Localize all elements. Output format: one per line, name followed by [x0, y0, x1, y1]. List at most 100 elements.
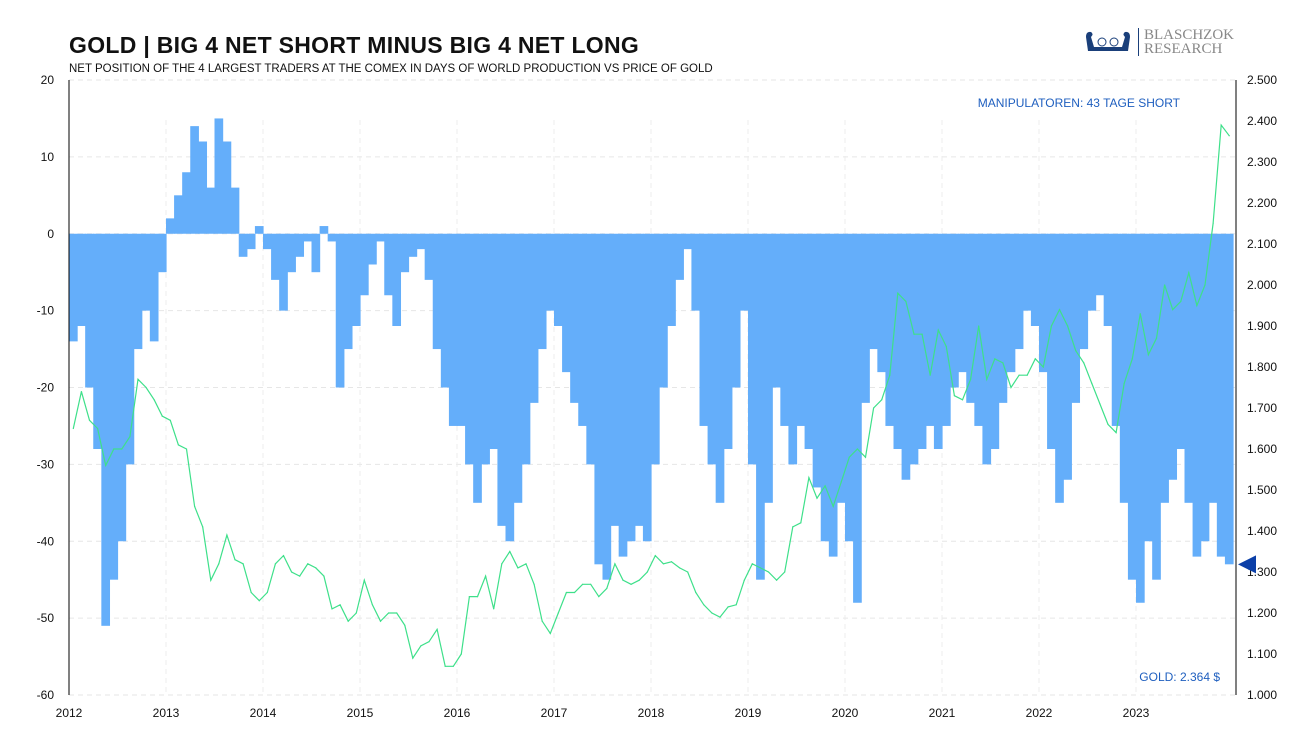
- net-position-bar: [836, 233, 846, 503]
- gold-price-point: [711, 612, 713, 614]
- gold-price-point: [598, 596, 600, 598]
- net-position-bar: [950, 233, 959, 388]
- gold-price-point: [1172, 309, 1174, 311]
- gold-price-point: [961, 399, 964, 401]
- gold-price-point: [1002, 362, 1004, 364]
- net-position-bar: [1168, 233, 1178, 480]
- net-position-bar: [1039, 233, 1048, 373]
- net-position-bar: [1103, 233, 1113, 326]
- left-tick-label: -40: [37, 534, 55, 548]
- gold-price-point: [509, 550, 511, 553]
- net-position-bar: [1063, 233, 1072, 480]
- net-position-bar: [772, 233, 781, 388]
- gold-price-point: [735, 604, 737, 606]
- manipulators-annotation: MANIPULATOREN: 43 TAGE SHORT: [978, 96, 1181, 110]
- x-tick-label: 2014: [250, 706, 277, 720]
- x-tick-label: 2020: [832, 706, 859, 720]
- gold-price-point: [1180, 300, 1182, 302]
- gold-price-point: [953, 395, 956, 397]
- net-position-bar: [141, 233, 151, 311]
- net-position-bar: [400, 233, 410, 273]
- gold-price-point: [1034, 358, 1036, 360]
- left-tick-label: -60: [37, 688, 55, 702]
- gold-price-point: [581, 583, 584, 585]
- right-tick-label: 2.400: [1247, 114, 1277, 128]
- gold-price-point: [1026, 374, 1028, 376]
- right-tick-label: 1.700: [1247, 401, 1277, 415]
- gold-price-point: [72, 427, 74, 430]
- net-position-bar: [756, 233, 765, 580]
- gold-price-point: [1066, 325, 1069, 327]
- net-position-bar: [877, 233, 887, 373]
- net-position-bar: [473, 233, 482, 503]
- net-position-bar: [764, 233, 773, 503]
- net-position-bar: [602, 233, 612, 580]
- gold-price-point: [986, 378, 988, 380]
- net-position-bar: [861, 233, 870, 403]
- gold-price-point: [193, 505, 196, 507]
- gold-price-point: [137, 378, 139, 380]
- gold-price-point: [517, 567, 519, 569]
- gold-price-point: [646, 571, 648, 573]
- net-position-bar: [408, 233, 418, 257]
- gold-price-point: [161, 415, 163, 417]
- gold-price-point: [476, 596, 479, 598]
- gold-price-point: [404, 624, 406, 626]
- gold-price-point: [1123, 382, 1125, 384]
- gold-price-annotation: GOLD: 2.364 $: [1139, 670, 1220, 684]
- net-position-bar: [715, 233, 725, 503]
- gold-price-point: [1115, 432, 1117, 434]
- net-position-bar: [901, 233, 911, 480]
- net-position-bar: [1071, 233, 1081, 403]
- net-position-bar: [368, 233, 377, 265]
- net-position-bar: [812, 233, 822, 488]
- net-position-bar: [675, 233, 684, 280]
- gold-price-point: [1204, 284, 1206, 286]
- logo: BLASCHZOK RESEARCH: [1084, 28, 1234, 57]
- net-position-bar: [513, 233, 523, 503]
- x-tick-label: 2015: [347, 706, 374, 720]
- gold-price-point: [1155, 337, 1158, 339]
- gold-price-point: [654, 555, 656, 557]
- right-tick-label: 1.600: [1247, 442, 1277, 456]
- x-tick-label: 2021: [929, 706, 956, 720]
- net-position-bar: [667, 233, 676, 326]
- net-position-bar: [853, 233, 862, 603]
- right-tick-label: 1.900: [1247, 319, 1277, 333]
- gold-price-point: [614, 563, 616, 565]
- net-position-bar: [287, 233, 296, 273]
- net-position-bar: [925, 233, 935, 426]
- net-position-bar: [909, 233, 919, 465]
- gold-price-point: [832, 505, 834, 507]
- gold-price-point: [969, 378, 972, 380]
- gold-price-point: [468, 596, 471, 598]
- gold-price-point: [565, 591, 568, 594]
- x-tick-label: 2016: [444, 706, 471, 720]
- right-tick-label: 1.400: [1247, 524, 1277, 538]
- gold-price-point: [727, 606, 729, 608]
- net-position-bar: [529, 233, 539, 403]
- gold-price-point: [484, 575, 487, 577]
- net-position-bar: [933, 233, 943, 449]
- net-position-bar: [505, 233, 515, 542]
- net-position-bar: [198, 141, 208, 234]
- gold-price-point: [210, 579, 212, 581]
- gold-price-point: [1099, 403, 1101, 405]
- net-position-bar: [594, 233, 604, 565]
- net-position-bar: [1022, 233, 1032, 311]
- gold-price-point: [525, 563, 527, 565]
- net-position-bar: [780, 233, 790, 426]
- gold-price-point: [1139, 313, 1141, 315]
- net-position-bar: [570, 233, 579, 403]
- gold-price-point: [573, 591, 576, 594]
- gold-price-point: [234, 559, 236, 561]
- right-tick-label: 1.100: [1247, 647, 1277, 661]
- gold-price-point: [913, 333, 915, 335]
- gold-price-point: [864, 456, 867, 458]
- net-position-bar: [125, 233, 135, 465]
- gold-price-point: [290, 571, 293, 573]
- net-position-bar: [263, 233, 272, 250]
- gold-price-point: [1075, 350, 1077, 352]
